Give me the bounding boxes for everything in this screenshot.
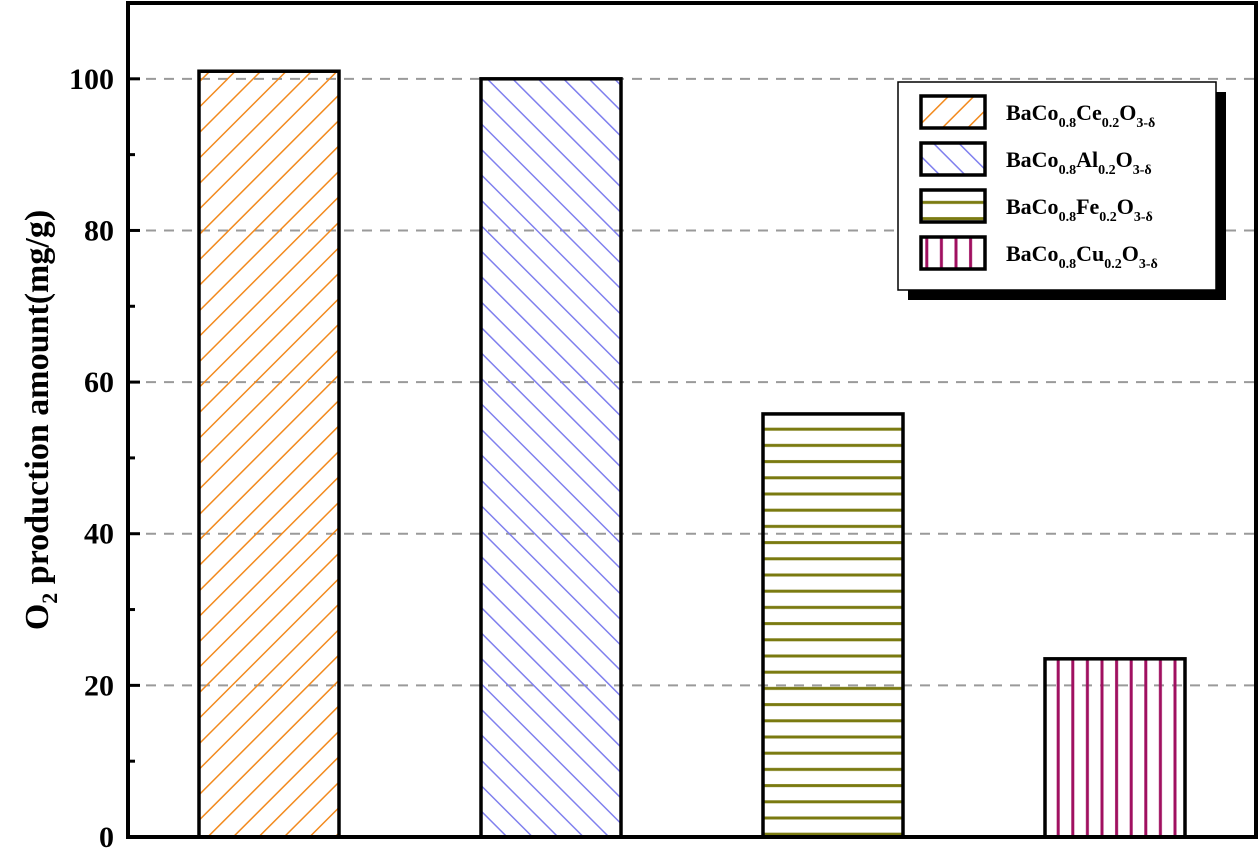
y-axis-title-main: O	[19, 604, 56, 630]
legend-swatch-1	[919, 94, 987, 130]
legend-swatch-4	[919, 235, 987, 271]
y-axis: 0 20 40 60 80 100	[69, 63, 140, 848]
legend-label-3: BaCo0.8Fe0.2O3-δ	[1006, 194, 1153, 225]
legend-swatch-2	[919, 141, 987, 177]
y-tick-label: 60	[84, 366, 114, 399]
plot-frame	[126, 1, 1258, 839]
y-axis-title: O2 production amount(mg/g)	[19, 210, 62, 630]
y-tick-label: 80	[84, 214, 114, 247]
y-tick-label: 0	[99, 821, 114, 848]
y-tick-label: 100	[69, 63, 114, 96]
legend-label-4: BaCo0.8Cu0.2O3-δ	[1006, 241, 1158, 272]
bars	[197, 69, 1187, 839]
legend: BaCo0.8Ce0.2O3-δ BaCo0.8Al0.2O3-δ BaCo0.8F…	[897, 81, 1226, 300]
bar-1	[197, 69, 341, 839]
legend-swatch-3	[919, 188, 987, 224]
legend-label-1: BaCo0.8Ce0.2O3-δ	[1006, 100, 1155, 131]
bar-3	[761, 412, 905, 839]
y-tick-label: 40	[84, 518, 114, 551]
legend-label-2: BaCo0.8Al0.2O3-δ	[1006, 147, 1152, 178]
y-tick-label: 20	[84, 669, 114, 702]
bar-4	[1043, 657, 1187, 839]
y-axis-title-rest: production amount(mg/g)	[19, 210, 56, 593]
y-axis-title-sub: 2	[37, 593, 62, 604]
bar-2	[479, 77, 623, 839]
